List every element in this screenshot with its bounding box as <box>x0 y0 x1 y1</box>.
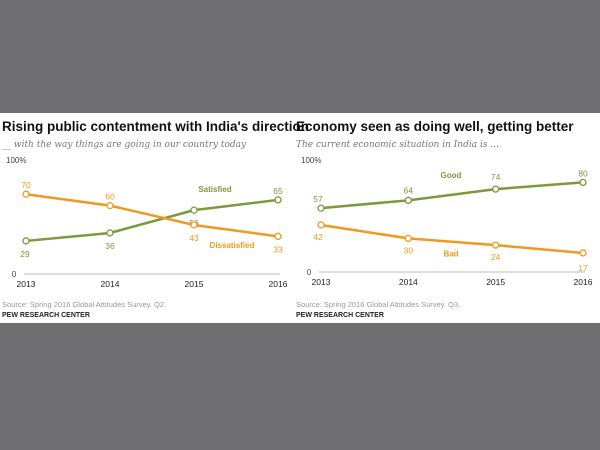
data-label: 80 <box>578 168 588 178</box>
data-point <box>106 201 114 210</box>
data-point <box>22 190 30 198</box>
series-line-dissatisfied <box>25 192 279 238</box>
data-label: 24 <box>491 252 501 262</box>
data-point <box>404 234 412 243</box>
data-point <box>404 196 412 204</box>
org-label: PEW RESEARCH CENTER <box>296 312 384 319</box>
chart-title: Economy seen as doing well, getting bett… <box>296 119 574 134</box>
data-label: 70 <box>21 180 31 190</box>
data-label: 74 <box>491 172 501 182</box>
data-label: 30 <box>404 245 414 255</box>
series-line-good <box>320 181 584 210</box>
chart-subtitle: __ with the way things are going in our … <box>2 140 247 150</box>
series-line-satisfied <box>25 198 279 243</box>
data-label: 60 <box>105 192 115 202</box>
data-point <box>190 206 198 214</box>
line-charts: 0100%201320142015201629365665Satisfied70… <box>6 156 593 289</box>
series-name-label: Bad <box>443 249 458 258</box>
chart-title: Rising public contentment with India's d… <box>2 119 309 134</box>
data-label: 64 <box>404 185 414 195</box>
data-point <box>317 221 325 229</box>
data-point <box>274 232 282 241</box>
data-point <box>274 196 282 204</box>
x-tick-label: 2016 <box>269 279 288 289</box>
org-label: PEW RESEARCH CENTER <box>2 312 90 319</box>
series-name-label: Satisfied <box>198 185 231 194</box>
x-tick-label: 2015 <box>185 279 204 289</box>
chart-subtitle: The current economic situation in India … <box>296 140 499 150</box>
data-label: 42 <box>313 232 323 242</box>
data-label: 33 <box>273 244 283 254</box>
x-tick-label: 2013 <box>17 279 36 289</box>
data-point <box>492 185 500 193</box>
data-point <box>579 178 587 187</box>
data-point <box>190 221 198 229</box>
x-tick-label: 2014 <box>399 277 418 287</box>
series-name-label: Dissatisfied <box>210 241 255 250</box>
y-tick-label: 100% <box>301 156 321 165</box>
source-note: Source: Spring 2016 Global Attitudes Sur… <box>2 300 167 309</box>
data-point <box>22 237 30 245</box>
data-point <box>492 241 500 249</box>
source-note: Source: Spring 2016 Global Attitudes Sur… <box>296 300 461 309</box>
x-tick-label: 2013 <box>312 277 331 287</box>
data-label: 57 <box>313 194 323 204</box>
data-label: 17 <box>578 263 588 273</box>
x-tick-label: 2016 <box>574 277 593 287</box>
series-line-bad <box>320 223 584 255</box>
chart-panel: Rising public contentment with India's d… <box>0 113 600 323</box>
y-tick-label: 0 <box>12 270 17 279</box>
data-point <box>579 249 587 257</box>
data-label: 36 <box>105 241 115 251</box>
data-point <box>317 204 325 212</box>
series-name-label: Good <box>441 171 462 180</box>
data-point <box>106 229 114 237</box>
y-tick-label: 0 <box>307 268 312 277</box>
x-tick-label: 2014 <box>101 279 120 289</box>
x-tick-label: 2015 <box>486 277 505 287</box>
data-label: 29 <box>20 249 30 259</box>
data-label: 65 <box>273 186 283 196</box>
y-tick-label: 100% <box>6 156 26 165</box>
data-label: 43 <box>189 233 199 243</box>
